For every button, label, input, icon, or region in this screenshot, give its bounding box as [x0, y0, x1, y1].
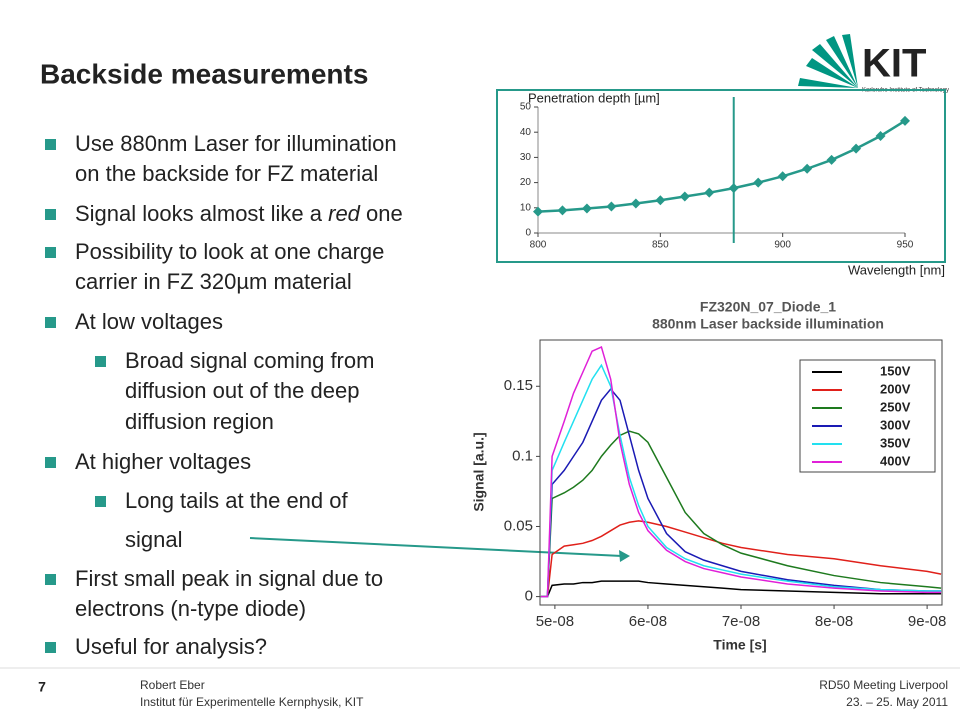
footer-institute: Institut für Experimentelle Kernphysik, … [140, 695, 364, 709]
x-tick-label: 850 [652, 240, 669, 251]
x-tick-label: 9e-08 [908, 613, 946, 630]
y-axis-label: Penetration depth [µm] [528, 90, 660, 105]
data-point [704, 187, 715, 198]
x-axis-label: Wavelength [nm] [848, 262, 945, 277]
bullet-text: Use 880nm Laser for illumination [75, 131, 397, 156]
bullet-text: Broad signal coming from [125, 348, 374, 373]
data-line [540, 345, 942, 598]
y-tick-label: 20 [520, 177, 532, 188]
bullet-text: Long tails at the end of [125, 488, 348, 513]
legend-label: 350V [880, 435, 911, 450]
legend-label: 300V [880, 417, 911, 432]
data-point [655, 195, 666, 206]
text-part: Signal looks almost like a [75, 201, 328, 226]
logo-text: KIT [862, 42, 926, 86]
x-tick-label: 800 [530, 240, 547, 251]
y-tick-label: 0 [525, 588, 533, 605]
x-tick-label: 7e-08 [722, 613, 760, 630]
chart-title: FZ320N_07_Diode_1 [700, 299, 836, 315]
page-number: 7 [38, 679, 46, 695]
bullet-text: electrons (n-type diode) [75, 596, 306, 621]
chart-frame [496, 89, 946, 263]
data-point [533, 206, 543, 217]
bullet-marker [45, 574, 56, 585]
slide-title: Backside measurements [40, 58, 368, 89]
x-tick-label: 5e-08 [536, 613, 574, 630]
bullet-text: carrier in FZ 320µm material [75, 269, 352, 294]
bullet-marker [45, 317, 56, 328]
data-point [606, 201, 617, 212]
text-part: one [360, 201, 403, 226]
bullet-text: on the backside for FZ material [75, 161, 378, 186]
bullet-marker [45, 209, 56, 220]
y-tick-label: 0.1 [512, 447, 533, 464]
footer-event: RD50 Meeting Liverpool [819, 678, 948, 692]
bullet-marker [45, 642, 56, 653]
y-tick-label: 0.05 [504, 517, 533, 534]
y-tick-label: 30 [520, 152, 532, 163]
data-line [537, 119, 906, 213]
y-tick-label: 50 [520, 102, 532, 113]
data-point [777, 171, 788, 182]
x-tick-label: 950 [897, 240, 914, 251]
data-point [802, 163, 813, 174]
arrow-head [619, 550, 630, 562]
legend-label: 400V [880, 453, 911, 468]
legend-box [799, 359, 936, 473]
x-axis-label: Time [s] [713, 637, 766, 653]
legend-label: 200V [880, 381, 911, 396]
bullet-text: First small peak in signal due to [75, 566, 383, 591]
data-point [728, 183, 739, 194]
footer-date: 23. – 25. May 2011 [846, 695, 948, 709]
chart-subtitle: 880nm Laser backside illumination [652, 316, 884, 332]
logo-graphic [798, 34, 858, 88]
annotation-arrow [249, 537, 623, 557]
bullet-marker [95, 496, 106, 507]
x-tick-label: 8e-08 [815, 613, 853, 630]
y-axis-label: Signal [a.u.] [471, 432, 487, 511]
bullet-marker [45, 139, 56, 150]
y-tick-label: 40 [520, 127, 532, 138]
data-line [540, 430, 942, 598]
data-point [557, 205, 568, 216]
data-point [875, 130, 886, 141]
bullet-text: At higher voltages [75, 449, 251, 474]
bullet-text: diffusion region [125, 409, 274, 434]
x-tick-label: 900 [774, 240, 791, 251]
bullet-text: diffusion out of the deep [125, 378, 359, 403]
legend-label: 150V [880, 363, 911, 378]
bullet-marker [45, 457, 56, 468]
data-point [851, 143, 862, 154]
y-tick-label: 10 [520, 202, 532, 213]
bullet-text: Possibility to look at one charge [75, 239, 384, 264]
bullet-text: Useful for analysis? [75, 634, 267, 659]
data-point [753, 177, 764, 188]
data-point [581, 203, 592, 214]
data-line [540, 387, 942, 598]
data-point [826, 154, 837, 165]
bullet-marker [95, 356, 106, 367]
bullet-text: At low voltages [75, 309, 223, 334]
bullet-text: signal [125, 527, 182, 552]
text-part: red [328, 201, 361, 226]
x-tick-label: 6e-08 [629, 613, 667, 630]
data-point [900, 115, 910, 126]
data-point [679, 191, 690, 202]
data-line [540, 580, 942, 598]
y-tick-label: 0.15 [504, 377, 533, 394]
y-tick-label: 0 [525, 228, 531, 239]
bullet-text: Signal looks almost like a red one [75, 201, 403, 226]
data-line [540, 363, 942, 598]
footer-author: Robert Eber [140, 678, 205, 692]
data-line [540, 520, 942, 598]
legend-label: 250V [880, 399, 911, 414]
bullet-marker [45, 247, 56, 258]
data-point [630, 198, 641, 209]
